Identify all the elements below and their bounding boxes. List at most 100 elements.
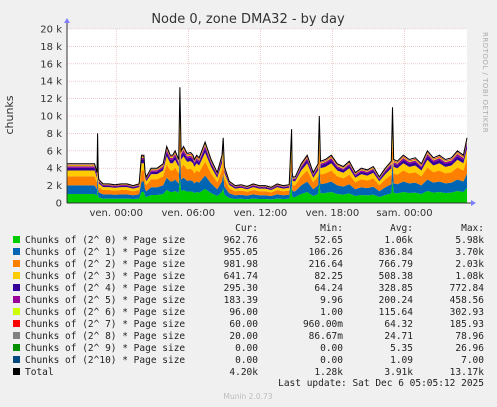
legend-series-name: Chunks of (2^ 0) * Page size: [25, 235, 185, 246]
legend-header-cur: Cur:: [235, 223, 258, 234]
legend-value-min: 0.00: [320, 355, 343, 366]
y-tick-label: 18 k: [40, 42, 62, 53]
legend-value-cur: 955.05: [224, 247, 258, 258]
legend-value-min: 1.28k: [314, 367, 343, 378]
legend-series-name: Chunks of (2^ 3) * Page size: [25, 271, 185, 282]
legend-value-max: 13.17k: [450, 367, 485, 378]
x-tick-label: ven. 00:00: [89, 208, 143, 219]
legend-series-name: Total: [25, 367, 54, 378]
legend-value-cur: 0.00: [235, 355, 258, 366]
series-area-1: [67, 150, 467, 200]
legend-swatch: [13, 308, 20, 315]
legend-swatch: [13, 368, 20, 375]
legend-value-avg: 5.35: [390, 343, 413, 354]
x-tick-label: ven. 12:00: [234, 208, 288, 219]
legend-value-avg: 64.32: [384, 319, 413, 330]
legend-swatch: [13, 344, 20, 351]
x-tick-label: sam. 00:00: [376, 208, 432, 219]
legend-value-min: 960.00m: [303, 319, 343, 330]
y-tick-label: 4 k: [47, 164, 63, 175]
legend-value-max: 7.00: [461, 355, 484, 366]
legend-value-max: 3.70k: [455, 247, 484, 258]
y-axis-arrow: [64, 18, 70, 23]
legend-value-cur: 641.74: [224, 271, 259, 282]
legend-value-avg: 836.84: [379, 247, 414, 258]
legend-series-name: Chunks of (2^10) * Page size: [25, 355, 185, 366]
legend-value-min: 86.67m: [309, 331, 344, 342]
legend-value-min: 9.96: [320, 295, 343, 306]
y-tick-label: 0: [56, 199, 62, 210]
legend-value-max: 1.08k: [455, 271, 484, 282]
legend-value-min: 0.00: [320, 343, 343, 354]
legend-value-avg: 508.38: [379, 271, 414, 282]
x-axis-arrow: [471, 200, 476, 206]
series-area-0: [67, 176, 467, 203]
legend-swatch: [13, 320, 20, 327]
legend-swatch: [13, 272, 20, 279]
legend-swatch: [13, 248, 20, 255]
legend-series-name: Chunks of (2^ 7) * Page size: [25, 319, 185, 330]
legend-value-avg: 766.79: [379, 259, 414, 270]
legend-value-cur: 20.00: [229, 331, 258, 342]
legend-value-max: 772.84: [450, 283, 485, 294]
y-tick-label: 14 k: [40, 77, 62, 88]
legend-value-max: 78.96: [455, 331, 484, 342]
legend-value-cur: 183.39: [224, 295, 259, 306]
legend-value-cur: 962.76: [224, 235, 259, 246]
last-update: Last update: Sat Dec 6 05:05:12 2025: [278, 378, 484, 389]
chart-title: Node 0, zone DMA32 - by day: [151, 12, 345, 27]
y-tick-label: 20 k: [40, 25, 62, 36]
legend-value-min: 216.64: [309, 259, 344, 270]
y-tick-label: 6 k: [47, 146, 63, 157]
x-tick-label: ven. 18:00: [306, 208, 360, 219]
legend-series-name: Chunks of (2^ 8) * Page size: [25, 331, 185, 342]
legend-value-avg: 200.24: [379, 295, 414, 306]
axes: [64, 18, 476, 206]
legend-value-avg: 328.85: [379, 283, 413, 294]
legend-header-avg: Avg:: [390, 223, 413, 234]
y-tick-label: 8 k: [47, 129, 63, 140]
legend-series-name: Chunks of (2^ 9) * Page size: [25, 343, 185, 354]
legend-value-min: 106.26: [309, 247, 344, 258]
y-axis-label: chunks: [3, 95, 16, 134]
legend-swatch: [13, 332, 20, 339]
legend-swatch: [13, 296, 20, 303]
legend-value-max: 2.03k: [455, 259, 484, 270]
y-tick-label: 12 k: [40, 94, 62, 105]
legend-series-name: Chunks of (2^ 4) * Page size: [25, 283, 185, 294]
legend-value-cur: 0.00: [235, 343, 258, 354]
legend-value-cur: 981.98: [224, 259, 259, 270]
legend-value-min: 82.25: [314, 271, 343, 282]
legend-value-min: 64.24: [314, 283, 343, 294]
legend-value-min: 1.00: [320, 307, 343, 318]
y-tick-label: 2 k: [47, 181, 63, 192]
legend-value-avg: 3.91k: [384, 367, 413, 378]
legend-swatch: [13, 236, 20, 243]
legend-value-max: 458.56: [450, 295, 485, 306]
legend-value-avg: 1.09: [390, 355, 413, 366]
legend-series-name: Chunks of (2^ 2) * Page size: [25, 259, 185, 270]
legend-value-avg: 115.64: [379, 307, 414, 318]
legend-value-max: 26.96: [455, 343, 484, 354]
side-label: RRDTOOL / TOBI OETIKER: [481, 32, 489, 133]
y-tick-label: 16 k: [40, 59, 62, 70]
legend-value-max: 5.98k: [455, 235, 484, 246]
legend-value-cur: 96.00: [229, 307, 258, 318]
y-tick-label: 10 k: [40, 112, 62, 123]
legend-value-max: 185.93: [450, 319, 484, 330]
legend-value-cur: 4.20k: [229, 367, 258, 378]
legend-value-avg: 24.71: [384, 331, 413, 342]
legend: Cur: Min: Avg: Max: Chunks of (2^ 0) * Page …: [13, 223, 484, 378]
legend-swatch: [13, 284, 20, 291]
legend-series-name: Chunks of (2^ 1) * Page size: [25, 247, 185, 258]
x-ticks: ven. 00:00 ven. 06:00 ven. 12:00 ven. 18:00…: [89, 208, 432, 219]
legend-series-name: Chunks of (2^ 5) * Page size: [25, 295, 185, 306]
series-line-total: [67, 87, 468, 188]
legend-swatch: [13, 356, 20, 363]
legend-value-max: 302.93: [450, 307, 484, 318]
legend-value-min: 52.65: [314, 235, 343, 246]
legend-value-avg: 1.06k: [384, 235, 413, 246]
y-ticks: 0 2 k 4 k 6 k 8 k 10 k 12 k 14 k 16 k 18 k 20 k: [40, 25, 62, 210]
legend-header-max: Max:: [461, 223, 484, 234]
